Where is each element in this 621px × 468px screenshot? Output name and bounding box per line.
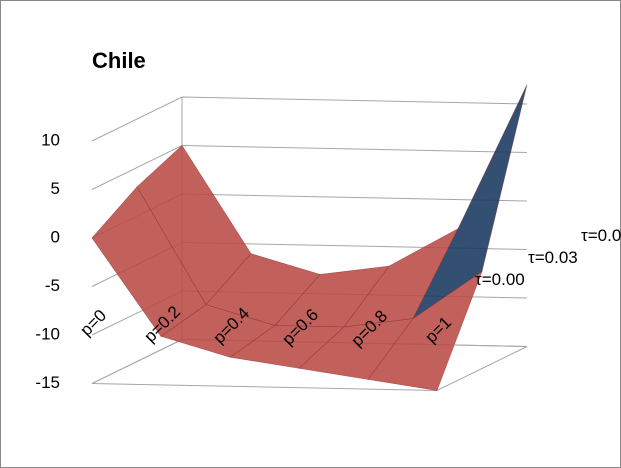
y-tick-label: 10 xyxy=(41,130,60,149)
y-tick-label: -15 xyxy=(35,373,60,392)
depth-label: τ=0.00 xyxy=(475,270,525,289)
depth-label: τ=0.03 xyxy=(528,248,578,267)
floor xyxy=(91,338,528,392)
surface xyxy=(91,84,528,391)
depth-label: τ=0.06 xyxy=(581,226,621,245)
y-tick-label: -5 xyxy=(45,276,60,295)
surface-cell xyxy=(367,270,483,391)
y-tick-label: -10 xyxy=(35,324,60,343)
chart-title: Chile xyxy=(92,48,146,73)
y-tick-label: 0 xyxy=(51,227,60,246)
y-tick-label: 5 xyxy=(51,179,60,198)
